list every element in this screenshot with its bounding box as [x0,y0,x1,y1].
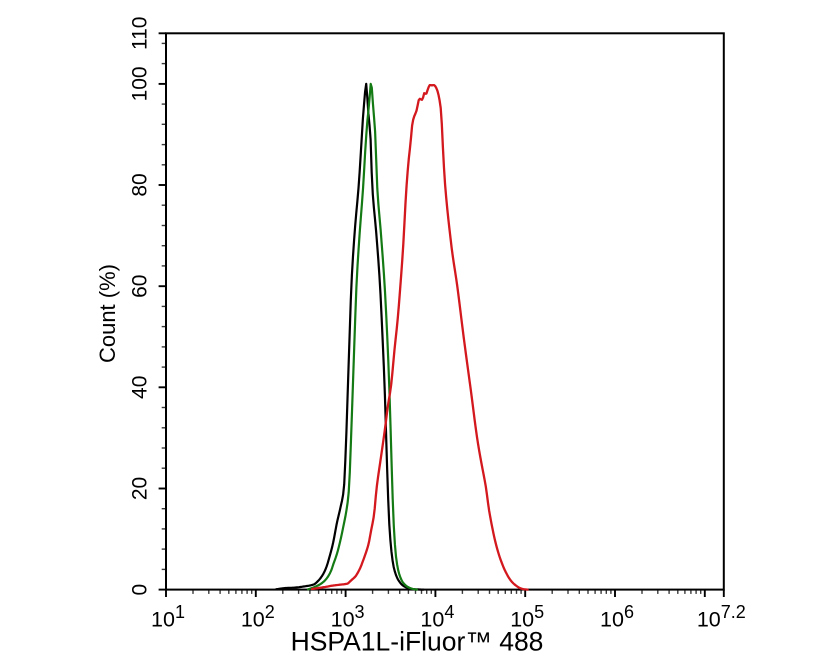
svg-text:110: 110 [128,17,151,50]
svg-text:40: 40 [128,376,151,399]
svg-text:HSPA1L-iFluor™ 488: HSPA1L-iFluor™ 488 [291,627,544,657]
svg-text:Count (%): Count (%) [95,264,120,363]
svg-text:102: 102 [241,602,275,632]
svg-text:100: 100 [128,66,151,101]
svg-text:0: 0 [128,584,151,596]
svg-text:60: 60 [128,275,151,298]
svg-text:80: 80 [128,173,151,196]
svg-text:20: 20 [128,477,151,500]
